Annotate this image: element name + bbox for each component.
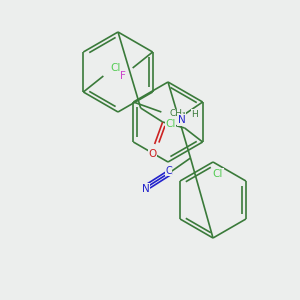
Text: N: N bbox=[142, 184, 149, 194]
Text: Cl: Cl bbox=[110, 63, 121, 73]
Text: C: C bbox=[165, 166, 172, 176]
Text: N: N bbox=[178, 115, 185, 125]
Text: O: O bbox=[148, 149, 157, 159]
Text: H: H bbox=[191, 110, 198, 118]
Text: F: F bbox=[120, 71, 126, 81]
Text: Cl: Cl bbox=[213, 169, 223, 179]
Text: CH₃: CH₃ bbox=[169, 110, 186, 118]
Text: Cl: Cl bbox=[166, 119, 176, 129]
